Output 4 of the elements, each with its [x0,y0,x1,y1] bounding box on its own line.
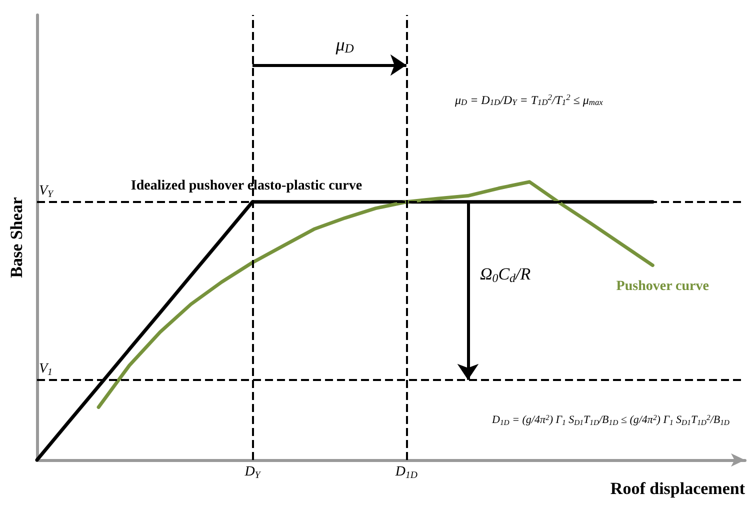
y-axis-title: Base Shear [7,196,26,278]
x-axis-title: Roof displacement [610,479,746,498]
series-label: Idealized pushover elasto-plastic curve [130,178,362,194]
series-label: Pushover curve [616,278,709,294]
